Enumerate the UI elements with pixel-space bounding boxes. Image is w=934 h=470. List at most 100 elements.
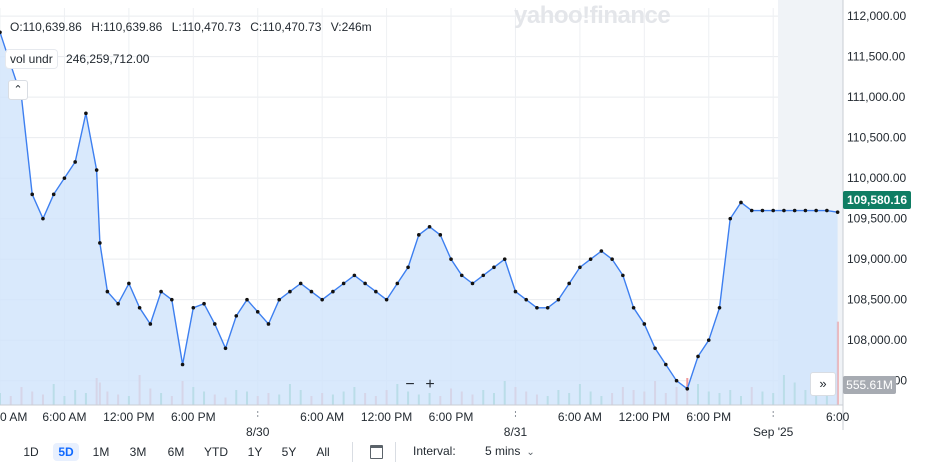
- x-tick-label: 6:00 AM: [558, 410, 602, 424]
- y-tick-label: 109,500.00: [847, 212, 907, 226]
- zoom-in-icon[interactable]: +: [425, 376, 435, 393]
- price-points: [0, 30, 840, 391]
- price-point: [567, 281, 571, 286]
- y-tick-label: 109,000.00: [847, 252, 907, 266]
- close-value: C:110,470.73: [250, 20, 322, 34]
- price-point: [266, 322, 271, 326]
- range-6m-button[interactable]: 6M: [167, 445, 185, 459]
- range-1d-button[interactable]: 1D: [23, 445, 39, 459]
- price-point: [98, 241, 102, 245]
- price-point: [94, 168, 99, 172]
- price-line: [0, 32, 838, 390]
- price-point: [116, 301, 120, 306]
- volume-value: V:246m: [330, 20, 372, 34]
- open-value: O:110,639.86: [10, 20, 82, 34]
- brand-watermark: yahoo!finance: [514, 2, 671, 29]
- price-point: [685, 386, 690, 391]
- current-volume-tag: 555.61M: [843, 376, 896, 394]
- price-point: [545, 305, 550, 310]
- price-point: [588, 257, 593, 261]
- range-1m-button[interactable]: 1M: [92, 445, 110, 459]
- price-chart[interactable]: 112,000.00 111,500.00 111,000.00 110,500.00…: [0, 0, 934, 440]
- range-3m-button[interactable]: 3M: [129, 445, 147, 459]
- price-point: [255, 310, 260, 314]
- price-point: [288, 289, 292, 294]
- zoom-out-icon[interactable]: −: [405, 376, 415, 393]
- price-point: [105, 289, 110, 294]
- price-point: [352, 273, 357, 278]
- price-area: [0, 32, 838, 406]
- x-tick-label: Sep '25: [753, 425, 794, 439]
- price-point: [481, 273, 486, 278]
- price-point: [148, 322, 153, 326]
- price-point: [212, 322, 217, 326]
- chevron-down-icon: ⌄: [526, 447, 535, 458]
- price-point: [245, 297, 249, 302]
- price-point: [427, 224, 432, 229]
- price-point: [51, 192, 56, 197]
- price-point: [771, 208, 775, 213]
- price-point: [653, 346, 657, 351]
- x-tick-label: 8/31: [504, 425, 528, 439]
- range-all-button[interactable]: All: [316, 445, 330, 459]
- price-point: [202, 301, 206, 306]
- volume-indicator-label[interactable]: vol undr: [6, 50, 57, 68]
- range-1y-button[interactable]: 1Y: [247, 445, 263, 459]
- current-price-tag: 109,580.16: [843, 191, 911, 209]
- calendar-icon[interactable]: [370, 445, 383, 459]
- price-point: [760, 208, 765, 213]
- price-point: [309, 289, 314, 294]
- collapse-indicator-button[interactable]: ⌃: [8, 80, 28, 100]
- x-tick-label: 6:00 AM: [300, 410, 344, 424]
- price-point: [0, 30, 2, 35]
- price-point: [578, 265, 582, 270]
- x-tick-label: 6:00 PM: [686, 410, 731, 424]
- price-point: [406, 265, 410, 270]
- price-point: [459, 273, 464, 278]
- price-point: [674, 378, 679, 383]
- range-5d-button[interactable]: 5D: [53, 443, 79, 461]
- price-point: [631, 305, 636, 310]
- price-point: [717, 305, 722, 310]
- zoom-controls: − +: [400, 376, 440, 394]
- price-point: [470, 281, 475, 286]
- interval-select[interactable]: 5 mins ⌄: [485, 444, 535, 458]
- y-tick-label: 112,000.00: [847, 9, 906, 23]
- toolbar-divider: [395, 442, 396, 462]
- price-point: [749, 208, 754, 213]
- price-point: [502, 257, 507, 261]
- price-point: [84, 111, 88, 116]
- range-ytd-button[interactable]: YTD: [204, 445, 228, 459]
- toolbar-divider: [352, 442, 353, 462]
- range-5y-button[interactable]: 5Y: [281, 445, 297, 459]
- price-point: [438, 233, 443, 237]
- price-point: [696, 354, 700, 359]
- price-point: [127, 281, 131, 286]
- x-tick-label: 12:00 PM: [103, 410, 154, 424]
- scroll-to-latest-button[interactable]: »: [810, 372, 836, 396]
- price-point: [159, 289, 163, 294]
- high-value: H:110,639.86: [91, 20, 163, 34]
- price-point: [341, 281, 346, 286]
- price-point: [449, 257, 453, 261]
- price-point: [62, 176, 67, 180]
- y-tick-label: 110,000.00: [847, 171, 906, 185]
- price-point: [417, 233, 421, 237]
- chevron-up-icon: ⌃: [13, 84, 23, 96]
- volume-indicator-value: 246,259,712.00: [66, 52, 150, 66]
- price-point: [792, 208, 797, 213]
- price-point: [814, 208, 818, 213]
- x-tick-label: 6:00: [826, 410, 850, 424]
- price-point: [610, 257, 614, 261]
- x-tick-label: 0 AM: [0, 410, 27, 424]
- volume-legend: vol undr 246,259,712.00: [6, 50, 150, 68]
- price-point: [556, 297, 561, 302]
- price-point: [137, 305, 142, 310]
- price-point: [664, 362, 668, 367]
- price-point: [395, 281, 400, 286]
- price-point: [73, 160, 77, 164]
- price-point: [492, 265, 496, 270]
- double-chevron-right-icon: »: [819, 376, 827, 391]
- price-point: [234, 314, 239, 318]
- price-point: [180, 362, 185, 367]
